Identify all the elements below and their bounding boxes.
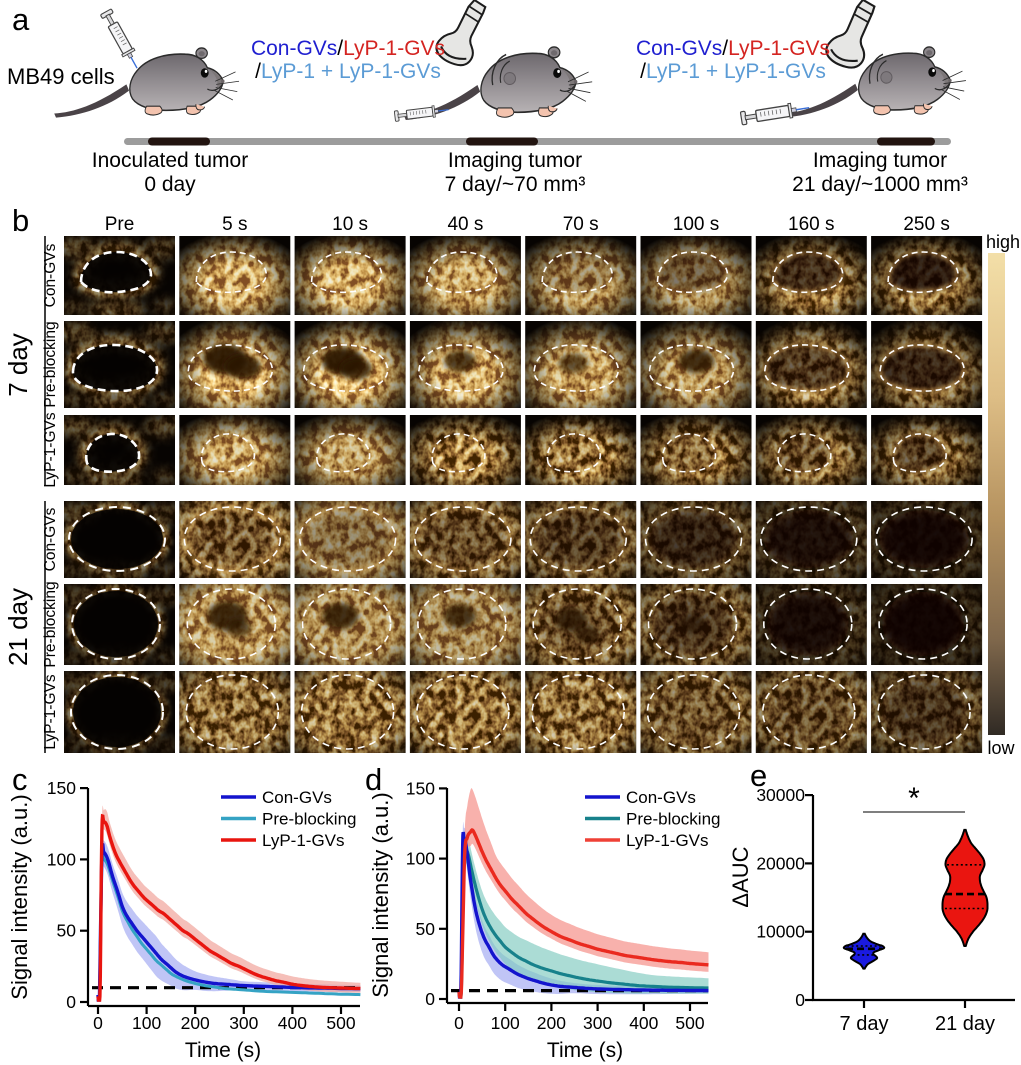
svg-text:low: low bbox=[987, 738, 1015, 758]
svg-text:150: 150 bbox=[47, 778, 76, 798]
svg-text:Time (s): Time (s) bbox=[547, 1039, 623, 1062]
svg-text:Imaging tumor: Imaging tumor bbox=[813, 149, 947, 172]
svg-text:/LyP-1 + LyP-1-GVs: /LyP-1 + LyP-1-GVs bbox=[640, 60, 826, 83]
svg-text:c: c bbox=[12, 762, 28, 797]
svg-text:10 s: 10 s bbox=[332, 214, 368, 235]
svg-text:Con-GVs: Con-GVs bbox=[262, 788, 332, 807]
svg-text:40 s: 40 s bbox=[447, 214, 483, 235]
svg-text:0: 0 bbox=[454, 1013, 464, 1033]
svg-text:0: 0 bbox=[93, 1013, 103, 1033]
svg-text:100: 100 bbox=[491, 1013, 520, 1033]
svg-text:20000: 20000 bbox=[756, 853, 805, 873]
svg-text:Pre-blocking: Pre-blocking bbox=[42, 581, 59, 667]
svg-text:70 s: 70 s bbox=[563, 214, 599, 235]
svg-text:7 day/~70 mm³: 7 day/~70 mm³ bbox=[445, 173, 586, 196]
svg-text:7 day: 7 day bbox=[3, 333, 33, 397]
svg-text:50: 50 bbox=[416, 919, 436, 939]
svg-text:LyP-1-GVs: LyP-1-GVs bbox=[42, 674, 59, 749]
svg-text:50: 50 bbox=[57, 921, 77, 941]
svg-text:Con-GVs/LyP-1-GVs: Con-GVs/LyP-1-GVs bbox=[636, 37, 830, 60]
svg-text:100: 100 bbox=[47, 849, 76, 869]
svg-text:500: 500 bbox=[675, 1013, 704, 1033]
svg-text:/LyP-1 + LyP-1-GVs: /LyP-1 + LyP-1-GVs bbox=[255, 60, 441, 83]
svg-text:LyP-1-GVs: LyP-1-GVs bbox=[626, 831, 709, 850]
svg-text:Pre: Pre bbox=[105, 214, 135, 235]
svg-text:d: d bbox=[365, 762, 382, 797]
svg-text:21 day: 21 day bbox=[3, 588, 33, 666]
svg-text:100 s: 100 s bbox=[673, 214, 719, 235]
svg-text:300: 300 bbox=[229, 1013, 258, 1033]
svg-text:400: 400 bbox=[278, 1013, 307, 1033]
svg-text:Pre-blocking: Pre-blocking bbox=[262, 810, 357, 829]
svg-text:Con-GVs: Con-GVs bbox=[42, 507, 59, 571]
svg-text:Imaging tumor: Imaging tumor bbox=[448, 149, 582, 172]
svg-text:0 day: 0 day bbox=[144, 173, 196, 196]
svg-text:Con-GVs/LyP-1-GVs: Con-GVs/LyP-1-GVs bbox=[251, 37, 445, 60]
svg-text:LyP-1-GVs: LyP-1-GVs bbox=[42, 412, 59, 487]
svg-text:0: 0 bbox=[425, 989, 435, 1009]
svg-text:MB49 cells: MB49 cells bbox=[7, 64, 115, 89]
svg-text:5 s: 5 s bbox=[222, 214, 247, 235]
svg-text:500: 500 bbox=[326, 1013, 355, 1033]
svg-text:Inoculated tumor: Inoculated tumor bbox=[92, 149, 248, 172]
svg-text:300: 300 bbox=[583, 1013, 612, 1033]
svg-text:*: * bbox=[908, 782, 920, 815]
svg-text:Con-GVs: Con-GVs bbox=[42, 243, 59, 307]
svg-text:high: high bbox=[986, 232, 1020, 252]
svg-text:10000: 10000 bbox=[756, 922, 805, 942]
svg-text:200: 200 bbox=[181, 1013, 210, 1033]
svg-text:30000: 30000 bbox=[756, 785, 805, 805]
svg-text:21 day: 21 day bbox=[935, 1013, 995, 1035]
svg-text:Signal intensity (a.u.): Signal intensity (a.u.) bbox=[7, 794, 32, 999]
svg-text:Time (s): Time (s) bbox=[185, 1039, 261, 1062]
svg-text:LyP-1-GVs: LyP-1-GVs bbox=[262, 831, 345, 850]
svg-text:21 day/~1000 mm³: 21 day/~1000 mm³ bbox=[792, 173, 968, 196]
svg-text:7 day: 7 day bbox=[840, 1013, 889, 1035]
svg-text:Con-GVs: Con-GVs bbox=[626, 788, 696, 807]
svg-text:100: 100 bbox=[132, 1013, 161, 1033]
svg-text:Signal intensity (a.u.): Signal intensity (a.u.) bbox=[368, 792, 393, 997]
svg-text:150: 150 bbox=[406, 778, 435, 798]
svg-text:e: e bbox=[750, 760, 767, 793]
svg-text:0: 0 bbox=[795, 990, 805, 1010]
svg-text:Pre-blocking: Pre-blocking bbox=[626, 810, 721, 829]
svg-text:100: 100 bbox=[406, 849, 435, 869]
svg-text:Pre-blocking: Pre-blocking bbox=[42, 321, 59, 407]
svg-text:250 s: 250 s bbox=[903, 214, 949, 235]
svg-text:0: 0 bbox=[66, 992, 76, 1012]
svg-text:400: 400 bbox=[629, 1013, 658, 1033]
svg-text:200: 200 bbox=[537, 1013, 566, 1033]
svg-text:160 s: 160 s bbox=[788, 214, 834, 235]
svg-text:ΔAUC: ΔAUC bbox=[728, 846, 753, 907]
svg-text:a: a bbox=[12, 2, 30, 37]
